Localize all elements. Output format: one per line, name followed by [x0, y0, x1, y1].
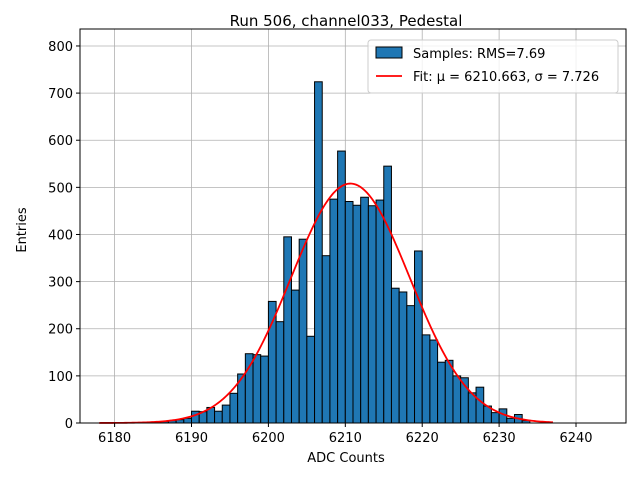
y-tick-label: 300 [48, 276, 73, 291]
legend-fit-label: Fit: μ = 6210.663, σ = 7.726 [413, 70, 599, 85]
y-tick-label: 100 [48, 370, 73, 385]
plot-area: 6180 6190 6200 6210 6220 6230 6240 0 100 200 300 40… [48, 28, 627, 446]
histogram-bar [221, 404, 231, 424]
histogram-bar [406, 305, 416, 424]
histogram-bar [444, 359, 454, 424]
legend-frame [367, 39, 619, 94]
legend-samples-swatch [375, 46, 403, 59]
histogram-bar [360, 196, 369, 424]
legend: Samples: RMS=7.69 Fit: μ = 6210.663, σ =… [367, 39, 619, 94]
y-tick-label: 800 [48, 40, 73, 55]
y-tick-label: 0 [65, 417, 73, 432]
x-tick-label: 6210 [329, 431, 362, 446]
histogram-bar [452, 375, 462, 424]
y-tick-label: 200 [48, 323, 73, 338]
histogram-bar [383, 165, 392, 424]
y-tick-label: 700 [48, 87, 73, 102]
histogram-bar [275, 321, 285, 424]
chart-title: Run 506, channel033, Pedestal [230, 12, 463, 30]
legend-samples-label: Samples: RMS=7.69 [413, 47, 545, 62]
histogram-bar [421, 334, 431, 424]
histogram-bar [367, 205, 377, 424]
histogram-bar [337, 150, 346, 424]
histogram-bar [229, 392, 239, 424]
y-axis-title: Entries [15, 207, 30, 253]
histogram-bar [490, 412, 500, 424]
histogram-bar [344, 200, 354, 424]
histogram-bar [437, 361, 446, 424]
histogram-bar [375, 199, 385, 424]
histogram-bar [390, 287, 400, 424]
x-axis-title: ADC Counts [307, 451, 385, 466]
histogram-bar [506, 417, 515, 424]
histogram-bar [283, 236, 292, 424]
histogram-bar [321, 255, 331, 424]
x-tick-label: 6180 [98, 431, 131, 446]
histogram-bar [352, 204, 362, 424]
axes-frame [79, 28, 627, 424]
histogram-bar [252, 354, 262, 424]
histogram-bar [298, 238, 308, 424]
fit-curve [99, 182, 553, 424]
y-tick-label: 500 [48, 181, 73, 196]
histogram-bar [398, 291, 408, 424]
histogram-bar [214, 410, 223, 424]
histogram-bar [414, 250, 423, 424]
histogram-bar [429, 339, 439, 424]
histogram-bar [475, 386, 485, 424]
histogram-bar [183, 417, 193, 424]
y-tick-label: 400 [48, 228, 73, 243]
x-tick-label: 6240 [559, 431, 592, 446]
x-tick-label: 6190 [175, 431, 208, 446]
histogram-bar [314, 81, 323, 424]
histogram-bar [191, 410, 200, 424]
histogram-bar [267, 300, 277, 424]
x-tick-label: 6230 [483, 431, 516, 446]
histogram-bar [260, 355, 269, 424]
histogram-bar [290, 289, 300, 424]
x-tick-label: 6200 [252, 431, 285, 446]
histogram-bar [306, 335, 316, 424]
x-tick-label: 6220 [406, 431, 439, 446]
y-tick-label: 600 [48, 134, 73, 149]
histogram-bar [329, 198, 339, 424]
